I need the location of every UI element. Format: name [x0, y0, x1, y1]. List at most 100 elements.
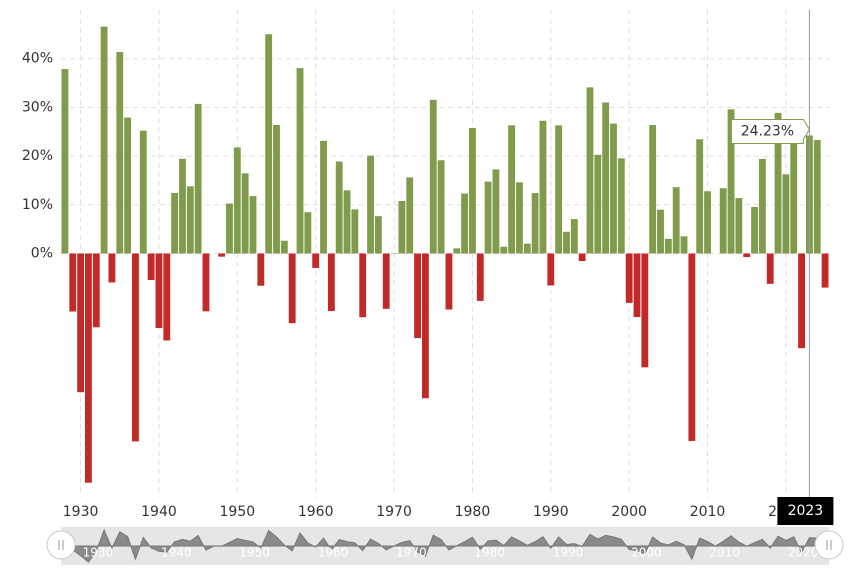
bar [414, 253, 421, 339]
bar [69, 253, 77, 312]
bar [359, 253, 367, 318]
x-tick-label: 1940 [141, 504, 177, 520]
bar [688, 253, 696, 441]
bar [273, 124, 280, 254]
x-tick-label: 2010 [690, 504, 726, 520]
bar [570, 219, 578, 254]
bar [774, 112, 782, 254]
bar [163, 253, 171, 341]
tooltip-box [730, 119, 810, 144]
bar [578, 253, 586, 261]
bar [155, 253, 163, 328]
x-crosshair-label-bg [777, 497, 834, 525]
bar [265, 34, 273, 254]
bar [343, 190, 351, 254]
bar [719, 188, 727, 254]
bar [367, 155, 374, 254]
tooltip-text: 24.23% [741, 123, 794, 139]
bar [139, 130, 147, 254]
navigator: 1930 1940 1950 1960 1970 1980 1990 2000 2010 2020 [46, 527, 844, 565]
bar [249, 196, 257, 254]
navigator-label: 1950 [239, 546, 270, 560]
bar [680, 236, 688, 254]
bar [100, 26, 108, 254]
bar [821, 253, 829, 288]
bar [523, 243, 531, 254]
bar [657, 209, 664, 254]
bar [421, 253, 429, 399]
bar [516, 182, 523, 254]
bar [641, 253, 649, 368]
bar [374, 216, 382, 254]
bar [766, 253, 774, 284]
bar [92, 253, 100, 328]
x-tick-label: 1980 [455, 504, 491, 520]
bar [782, 174, 790, 254]
bar [406, 177, 414, 254]
bar [633, 253, 641, 318]
bar [664, 238, 672, 254]
navigator-handle[interactable] [46, 530, 76, 560]
bar [531, 193, 539, 254]
y-tick-label: 0% [31, 246, 53, 262]
bar [461, 193, 469, 254]
y-tick-label: 20% [22, 148, 53, 164]
bar [77, 253, 85, 393]
bar [586, 87, 594, 254]
navigator-handle[interactable] [814, 530, 844, 560]
navigator-label: 2020 [788, 546, 819, 560]
bar [335, 161, 343, 254]
bar [751, 207, 758, 254]
bar [476, 253, 484, 301]
navigator-label: 1930 [83, 546, 114, 560]
bar [617, 158, 625, 254]
navigator-series [64, 528, 826, 563]
x-tick-label: 1970 [376, 504, 412, 520]
bar [445, 253, 453, 310]
bar [453, 248, 461, 254]
bar [555, 125, 563, 254]
bar [382, 253, 390, 309]
x-tick-label: 2000 [611, 504, 647, 520]
bar [492, 169, 500, 254]
bar [116, 52, 124, 254]
navigator-label: 2010 [710, 546, 741, 560]
bar [194, 103, 202, 254]
bar [469, 128, 476, 254]
bar [296, 68, 304, 254]
navigator-label: 1970 [396, 546, 427, 560]
bar [108, 253, 116, 283]
bar [429, 99, 437, 254]
bar [226, 203, 233, 254]
x-crosshair-label: 2023 [788, 503, 824, 519]
bar [735, 198, 743, 254]
bar [61, 69, 69, 254]
bar [147, 253, 155, 281]
bar [398, 200, 406, 254]
bar [280, 240, 288, 254]
navigator-label: 2000 [631, 546, 662, 560]
bar [727, 109, 735, 254]
bar [484, 181, 492, 254]
x-tick-label: 1990 [533, 504, 569, 520]
y-tick-label: 10% [22, 197, 53, 213]
bar [563, 231, 570, 254]
bar [218, 253, 226, 257]
x-tick-label: 1960 [298, 504, 334, 520]
bar [304, 212, 312, 254]
bar [351, 209, 359, 254]
bar [743, 253, 751, 258]
bar [547, 253, 555, 286]
bar [186, 186, 194, 254]
bar [171, 192, 179, 254]
bar [539, 120, 547, 254]
bar [508, 125, 516, 254]
bar [813, 139, 821, 254]
bar [241, 173, 249, 254]
bar [179, 158, 186, 254]
bar [132, 253, 139, 442]
bar [437, 160, 445, 254]
bar [312, 253, 320, 268]
bar [327, 253, 335, 312]
